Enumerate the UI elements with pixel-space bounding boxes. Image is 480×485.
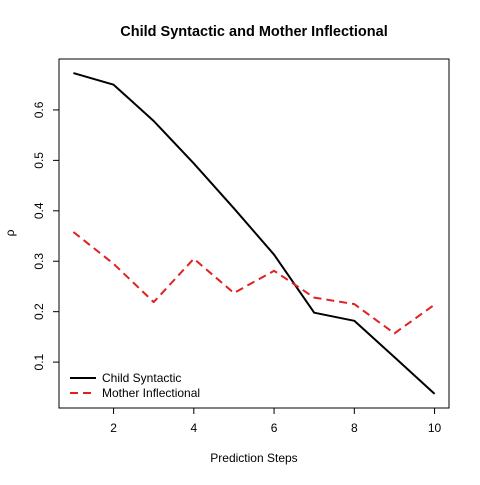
y-axis: 0.1 0.2 0.3 0.4 0.5 0.6: [32, 101, 59, 370]
chart-title: Child Syntactic and Mother Inflectional: [120, 24, 387, 40]
y-tick-label: 0.6: [32, 101, 46, 118]
x-axis-label: Prediction Steps: [210, 451, 297, 465]
y-axis-label: ρ: [3, 229, 17, 236]
x-tick-label: 10: [428, 421, 442, 435]
x-tick-label: 2: [110, 421, 117, 435]
y-tick-label: 0.4: [32, 202, 46, 219]
y-tick-label: 0.5: [32, 152, 46, 169]
x-tick-label: 8: [351, 421, 358, 435]
legend-label: Mother Inflectional: [102, 386, 200, 400]
y-tick-label: 0.3: [32, 253, 46, 270]
x-tick-label: 4: [190, 421, 197, 435]
legend-label: Child Syntactic: [102, 371, 181, 385]
series-layer: [72, 72, 436, 395]
series-line-child-syntactic: [73, 72, 436, 395]
series-line-mother-inflectional: [72, 231, 436, 335]
y-tick-label: 0.1: [32, 353, 46, 370]
plot-frame: [58, 58, 450, 409]
x-tick-label: 6: [271, 421, 278, 435]
x-axis: 2 4 6 8 10: [110, 408, 442, 435]
y-tick-label: 0.2: [32, 303, 46, 320]
